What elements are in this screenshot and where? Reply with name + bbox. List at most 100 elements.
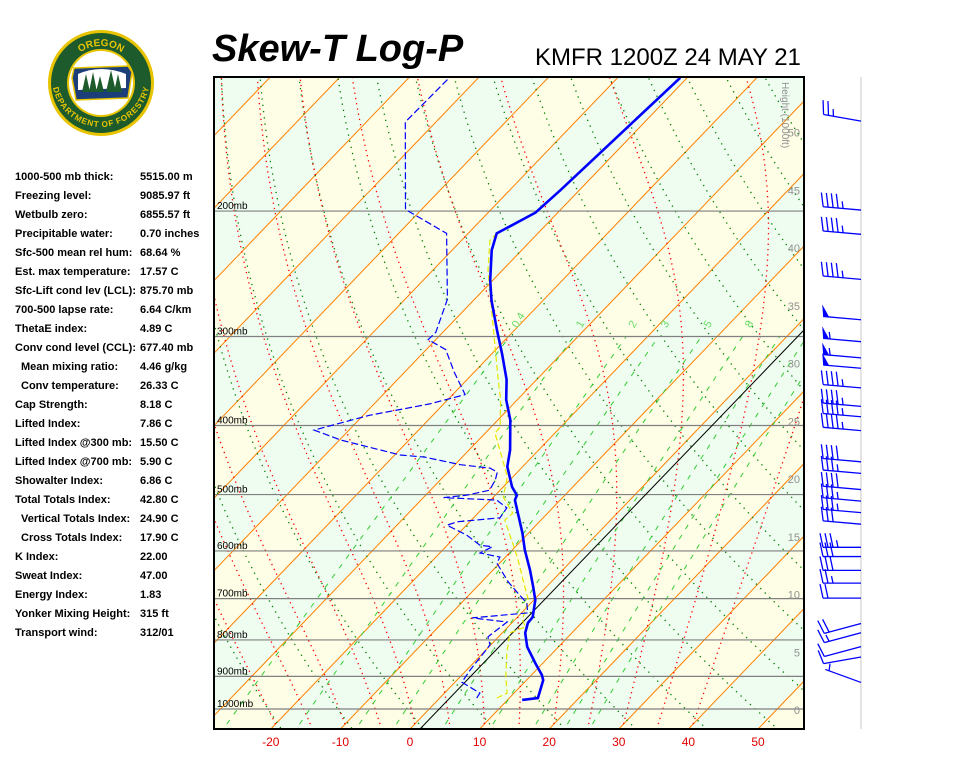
wind-barb-pennant (822, 342, 830, 356)
stat-row: Sfc-Lift cond lev (LCL): 875.70 mb (15, 282, 215, 301)
wind-barb (820, 216, 862, 235)
wind-barb-flag (830, 400, 834, 415)
stat-row: Showalter Index: 6.86 C (15, 472, 215, 491)
wind-barb-flag (830, 484, 834, 499)
wind-barb-staff (823, 353, 862, 359)
wind-barb-flag (835, 390, 839, 405)
stat-value: 5515.00 m (140, 171, 193, 183)
wind-barb-flag (820, 444, 824, 459)
wind-barb-half-flag (828, 347, 831, 356)
dry-adiabat (16, 26, 145, 738)
stat-value: 42.80 C (140, 494, 179, 506)
isotherm-line (214, 77, 480, 354)
wind-barb-staff (824, 622, 862, 634)
wind-barb-flag (817, 629, 825, 643)
isotherm-line (409, 317, 804, 729)
axis-labels: 200mb 300mb 400mb 500mb 600mb 700mb 800mb 900mb… (217, 82, 800, 749)
stat-label: Sfc-500 mean rel hum: (15, 247, 133, 259)
stat-label: Lifted Index @300 mb: (15, 437, 133, 449)
wind-barb-half-flag (841, 270, 844, 278)
isotherm-band (819, 26, 960, 738)
stat-label: Cross Totals Index: (21, 532, 123, 544)
isotherm-line (819, 26, 960, 738)
wind-barb-flag (825, 370, 829, 386)
wind-barb-flag (824, 583, 829, 599)
wind-barb-flag (825, 495, 829, 510)
wind-barb-flag (825, 444, 829, 460)
wind-barb-flag (819, 568, 824, 584)
stat-row: Est. max temperature: 17.57 C (15, 263, 215, 282)
wind-barb-half-flag (836, 503, 839, 511)
mixing-ratio-label: 8 (743, 319, 756, 330)
stat-value: 677.40 mb (140, 342, 194, 354)
wind-barb-flag (835, 371, 839, 386)
isotherm-line (618, 535, 804, 729)
wind-barb-half-flag (841, 225, 844, 233)
stat-label: Mean mixing ratio: (21, 361, 119, 373)
isotherm-line (0, 26, 250, 738)
wind-barb (822, 342, 862, 359)
isotherm-band (0, 26, 250, 738)
wind-barb-flag (825, 507, 829, 522)
isotherm-line (478, 390, 804, 729)
wind-barb (820, 399, 862, 418)
wind-barb-flag (825, 399, 829, 414)
plot-frame (213, 76, 805, 730)
wind-barb-staff (823, 337, 862, 343)
stat-label: Showalter Index: (15, 475, 104, 487)
x-tick-label: -10 (332, 735, 350, 749)
dry-adiabat (337, 77, 708, 729)
wind-barb (820, 495, 862, 514)
isotherm-band (0, 26, 180, 738)
mixing-ratio-line (592, 374, 804, 725)
stat-label: Lifted Index: (15, 418, 81, 430)
stat-value: 24.90 C (140, 513, 179, 525)
x-tick-label: 20 (543, 735, 557, 749)
stat-label: Freezing level: (15, 190, 92, 202)
wind-barb-flag (819, 556, 824, 571)
wind-barb-flag (820, 399, 824, 414)
wind-barb-flag (817, 650, 825, 664)
isotherm-bands (0, 26, 960, 738)
moist-adiabat (500, 77, 618, 725)
stat-value: 7.86 C (140, 418, 173, 430)
stat-value: 315 ft (140, 608, 169, 620)
stat-value: 15.50 C (140, 437, 179, 449)
wind-barb-flag (825, 389, 829, 404)
isotherm-line (214, 77, 341, 209)
wind-barb-flag (817, 620, 825, 634)
height-tick-label: 10 (788, 590, 800, 602)
stat-label: ThetaE index: (15, 323, 88, 335)
mixing-ratio-label: 3 (659, 319, 672, 330)
wind-barb (819, 542, 861, 558)
wind-barb (820, 388, 862, 408)
stat-row: ThetaE index: 4.89 C (15, 320, 215, 339)
stat-row: Lifted Index: 7.86 C (15, 415, 215, 434)
wind-barb-pennant (822, 326, 830, 339)
wind-barb-flag (835, 445, 839, 460)
stat-label: Conv temperature: (21, 380, 119, 392)
wind-barb-flag (830, 507, 834, 522)
stat-label: Est. max temperature: (15, 266, 131, 278)
wind-barb-staff (823, 485, 862, 491)
oregon-department-of-forestry-logo: OREGON DEPARTMENT OF FORESTRY (48, 30, 154, 136)
wind-barb (820, 370, 862, 389)
isobar-label: 800mb (217, 630, 248, 641)
wind-barb (820, 444, 862, 463)
moist-adiabat (608, 77, 685, 725)
moist-adiabat (220, 77, 416, 725)
mixing-ratio-line (358, 336, 627, 725)
wind-barb-flag (829, 533, 834, 548)
stat-label: Precipitable water: (15, 228, 113, 240)
wind-barb-flag (825, 192, 829, 208)
stat-value: 26.33 C (140, 380, 179, 392)
wind-barb-flag (820, 261, 824, 277)
wind-barb-flag (830, 472, 834, 488)
wind-barb-flag (817, 643, 825, 657)
stat-value: 4.46 g/kg (140, 361, 188, 373)
wind-barb-half-flag (825, 634, 830, 642)
wind-barb-flag (820, 455, 824, 471)
wind-barb (825, 663, 862, 684)
wind-barb-flag (835, 414, 839, 429)
wind-barb-staff (823, 230, 862, 235)
